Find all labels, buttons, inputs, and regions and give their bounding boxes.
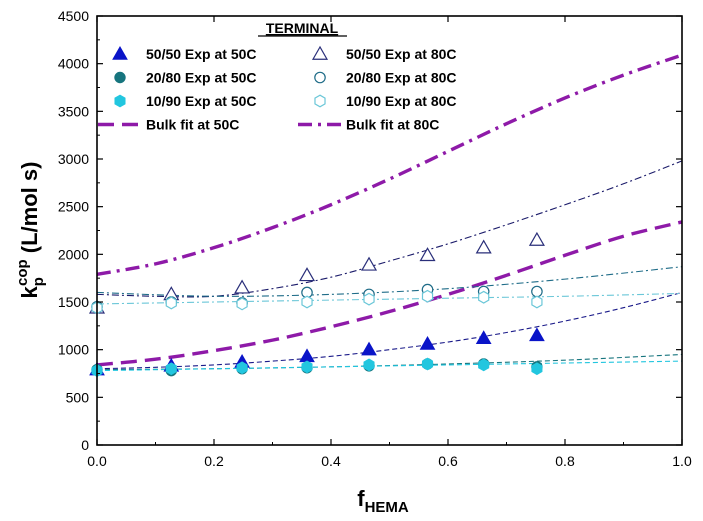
legend-label: 20/80 Exp at 80C (346, 70, 457, 86)
legend-item-s50_50_50: 50/50 Exp at 50C (112, 45, 257, 62)
legend-entries: 50/50 Exp at 50C 50/50 Exp at 80C 20/80 Ex… (98, 45, 457, 133)
series-line-bulk80 (96, 53, 683, 277)
series-line-fit_10_90_80 (96, 292, 683, 305)
data-point-s50_50_80 (528, 231, 545, 246)
y-tick-label: 2500 (58, 199, 89, 215)
x-tick-label: 0.2 (204, 453, 224, 469)
data-point-s10_90_50 (165, 362, 177, 376)
data-point-s50_50_80 (419, 247, 436, 262)
legend-label: 10/90 Exp at 50C (146, 93, 257, 109)
y-tick-label: 3500 (58, 103, 89, 119)
series-line-bulk50 (96, 220, 683, 367)
x-tick-label: 1.0 (672, 453, 692, 469)
axis-ticks: 0.0 0.2 0.4 0.6 0.8 1.0 0 500 1000 1500 2000 2500 30… (58, 8, 692, 469)
data-point-s50_50_80 (298, 267, 316, 282)
data-point-s50_50_50 (419, 335, 436, 350)
legend: TERMINAL 50/50 Exp at 50C 50/50 Exp at 80… (98, 20, 457, 133)
y-tick-label: 500 (66, 389, 90, 405)
legend-label: 20/80 Exp at 50C (146, 70, 257, 86)
legend-swatch (112, 45, 128, 60)
data-point-s10_90_80 (165, 296, 177, 310)
data-point-s10_90_50 (363, 358, 375, 372)
x-tick-label: 0.0 (87, 453, 107, 469)
data-point-s10_90_80 (531, 295, 543, 309)
y-axis-title-sub: p (30, 277, 47, 286)
x-tick-label: 0.8 (555, 453, 575, 469)
legend-label: 50/50 Exp at 80C (346, 46, 457, 62)
legend-item-s20_80_80: 20/80 Exp at 80C (314, 70, 457, 86)
y-tick-label: 0 (81, 437, 89, 453)
data-point-s10_90_50 (236, 361, 248, 375)
legend-item-bulk50: Bulk fit at 50C (98, 117, 239, 133)
data-point-s50_50_80 (475, 239, 492, 254)
legend-swatch (314, 94, 326, 108)
data-point-s10_90_80 (363, 292, 375, 306)
series-line-fit_50_50_80 (96, 160, 683, 298)
legend-title: TERMINAL (266, 20, 339, 36)
data-point-s50_50_50 (475, 330, 492, 344)
x-tick-label: 0.6 (438, 453, 458, 469)
legend-label: Bulk fit at 50C (146, 117, 239, 133)
legend-item-s50_50_80: 50/50 Exp at 80C (311, 45, 457, 62)
x-tick-label: 0.4 (321, 453, 341, 469)
legend-swatch (114, 94, 126, 108)
data-point-s20_80_80 (531, 285, 543, 298)
legend-label: 10/90 Exp at 80C (346, 93, 457, 109)
y-axis-title: kpcop (L/mol s) (14, 162, 47, 299)
data-point-s50_50_80 (360, 256, 378, 271)
legend-swatch (114, 71, 126, 84)
y-tick-label: 1000 (58, 342, 89, 358)
data-point-s10_90_80 (301, 295, 313, 309)
series-line-fit_20_80_80 (96, 266, 683, 297)
data-point-s10_90_50 (422, 357, 434, 371)
legend-item-s10_90_50: 10/90 Exp at 50C (114, 93, 257, 109)
fit-lines (96, 53, 683, 372)
legend-item-bulk80: Bulk fit at 80C (298, 117, 439, 133)
legend-swatch (311, 45, 329, 60)
data-point-s50_50_50 (529, 327, 545, 342)
data-point-s10_90_80 (478, 290, 490, 304)
series-line-fit_50_50_50 (96, 291, 683, 370)
y-tick-label: 1500 (58, 294, 89, 310)
data-points (88, 231, 545, 378)
legend-label: Bulk fit at 80C (346, 117, 439, 133)
series-line-fit_10_90_50 (96, 360, 683, 372)
x-axis-title: fHEMA (357, 486, 409, 516)
data-point-s50_50_50 (299, 348, 315, 363)
y-tick-label: 2000 (58, 246, 89, 262)
data-point-s10_90_50 (478, 358, 490, 372)
data-point-s10_90_80 (236, 297, 248, 311)
data-point-s50_50_80 (234, 279, 251, 294)
legend-item-s10_90_80: 10/90 Exp at 80C (314, 93, 457, 109)
data-point-s50_50_50 (361, 341, 377, 356)
data-point-s10_90_50 (531, 362, 543, 376)
x-axis-title-sub: HEMA (365, 499, 409, 516)
y-tick-label: 3000 (58, 151, 89, 167)
legend-item-s20_80_50: 20/80 Exp at 50C (114, 70, 257, 86)
data-point-s10_90_80 (421, 289, 434, 303)
legend-label: 50/50 Exp at 50C (146, 46, 257, 62)
y-tick-label: 4500 (58, 8, 89, 24)
data-point-s10_90_50 (301, 360, 313, 374)
y-axis-title-unit: (L/mol s) (17, 162, 42, 260)
legend-swatch (314, 71, 326, 84)
y-tick-label: 4000 (58, 56, 89, 72)
y-axis-title-sup: cop (14, 259, 31, 286)
